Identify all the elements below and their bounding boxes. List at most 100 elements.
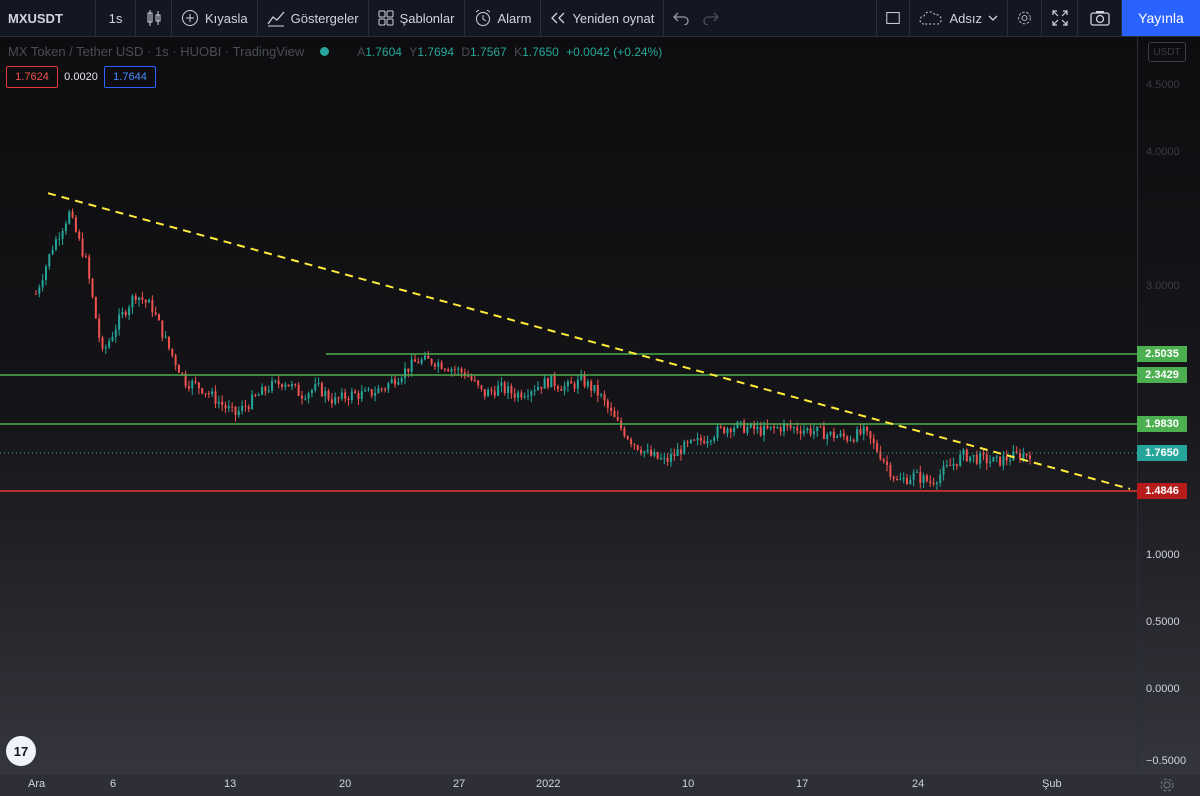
candle-body (736, 422, 739, 428)
compare-label: Kıyasla (205, 10, 248, 26)
redo-icon[interactable] (703, 11, 720, 25)
camera-icon (1089, 11, 1110, 26)
candle-body (829, 431, 832, 435)
replay-button[interactable]: Yeniden oynat (541, 0, 665, 36)
candle-body (533, 390, 536, 392)
candle-body (799, 430, 802, 434)
candle-body (134, 295, 137, 301)
undo-icon[interactable] (673, 11, 690, 25)
candle-body (935, 482, 938, 485)
candle-body (367, 389, 370, 391)
candle-body (899, 479, 902, 481)
candle-body (753, 423, 756, 430)
candle-body (669, 454, 672, 462)
spread-value: 0.0020 (64, 71, 98, 83)
cloud-icon (919, 11, 943, 25)
level-label-1.7650: 1.7650 (1137, 445, 1187, 461)
buy-price-button[interactable]: 1.7644 (104, 66, 156, 88)
candle-body (374, 393, 377, 396)
candle-body (576, 379, 579, 389)
candle-body (337, 397, 340, 399)
candle-body (1015, 451, 1018, 453)
alert-button[interactable]: Alarm (465, 0, 542, 36)
candle-body (384, 388, 387, 390)
candle-body (473, 379, 476, 381)
symbol-search-button[interactable]: MXUSDT (0, 0, 96, 36)
candle-body (244, 405, 247, 407)
candle-body (556, 386, 559, 389)
candle-body (231, 406, 234, 408)
chart-type-button[interactable] (136, 0, 172, 36)
candle-body (204, 393, 207, 395)
sell-price-button[interactable]: 1.7624 (6, 66, 58, 88)
candle-body (447, 369, 450, 372)
candle-body (287, 384, 290, 387)
candle-body (191, 380, 194, 389)
candle-body (237, 410, 240, 416)
candle-body (54, 239, 57, 250)
candle-body (972, 455, 975, 457)
price-axis[interactable] (1137, 37, 1200, 773)
time-tick-label: 6 (110, 778, 117, 790)
snapshot-button[interactable] (1078, 0, 1122, 36)
settings-button[interactable] (1008, 0, 1042, 36)
candle-body (158, 314, 161, 321)
time-axis[interactable] (0, 773, 1200, 796)
candle-body (267, 390, 270, 392)
level-label-1.4846: 1.4846 (1137, 483, 1187, 499)
candle-body (360, 391, 363, 399)
time-tick-label: 10 (682, 778, 695, 790)
candle-body (766, 425, 769, 429)
candle-body (141, 297, 144, 300)
indicators-button[interactable]: Göstergeler (258, 0, 369, 36)
candle-body (38, 287, 41, 294)
candle-body (623, 428, 626, 437)
candle-body (517, 392, 520, 398)
layout-name-button[interactable]: Adsız (910, 0, 1008, 36)
candle-body (566, 381, 569, 387)
candle-body (94, 297, 97, 319)
candle-body (124, 311, 127, 316)
chart-pane[interactable] (0, 37, 1137, 773)
candle-body (789, 425, 792, 428)
fullscreen-button[interactable] (1042, 0, 1078, 36)
candle-body (630, 439, 633, 445)
candle-body (616, 417, 619, 421)
candle-body (663, 457, 666, 459)
candle-body (869, 431, 872, 439)
candle-body (417, 361, 420, 364)
candle-body (380, 388, 383, 390)
candle-body (294, 384, 297, 386)
candle-body (975, 455, 978, 464)
currency-unit-button[interactable]: USDT (1148, 42, 1186, 62)
candle-body (490, 389, 493, 392)
expand-icon (1051, 10, 1068, 26)
candle-body (493, 391, 496, 396)
tradingview-logo[interactable]: 17 (6, 736, 36, 766)
candle-body (909, 479, 912, 484)
candle-body (467, 376, 470, 378)
square-icon (886, 12, 901, 24)
candle-body (327, 391, 330, 400)
templates-icon (378, 10, 394, 26)
axis-settings-gear-icon[interactable] (1159, 777, 1175, 793)
publish-button[interactable]: Yayınla (1122, 0, 1200, 36)
candle-body (1022, 453, 1025, 460)
candle-body (809, 428, 812, 435)
interval-button[interactable]: 1s (96, 0, 136, 36)
candle-body (101, 337, 104, 349)
candle-body (320, 382, 323, 397)
fullscreen-layout-button[interactable] (876, 0, 911, 36)
templates-button[interactable]: Şablonlar (369, 0, 465, 36)
candle-body (370, 389, 373, 396)
candle-body (896, 479, 899, 481)
price-tick-label: 4.0000 (1146, 146, 1180, 158)
candle-body (782, 424, 785, 432)
candle-body (114, 329, 117, 337)
candle-body (350, 391, 353, 400)
compare-button[interactable]: Kıyasla (172, 0, 258, 36)
candle-body (543, 378, 546, 389)
candle-body (886, 461, 889, 465)
level-label-2.3429: 2.3429 (1137, 367, 1187, 383)
candle-body (593, 385, 596, 391)
